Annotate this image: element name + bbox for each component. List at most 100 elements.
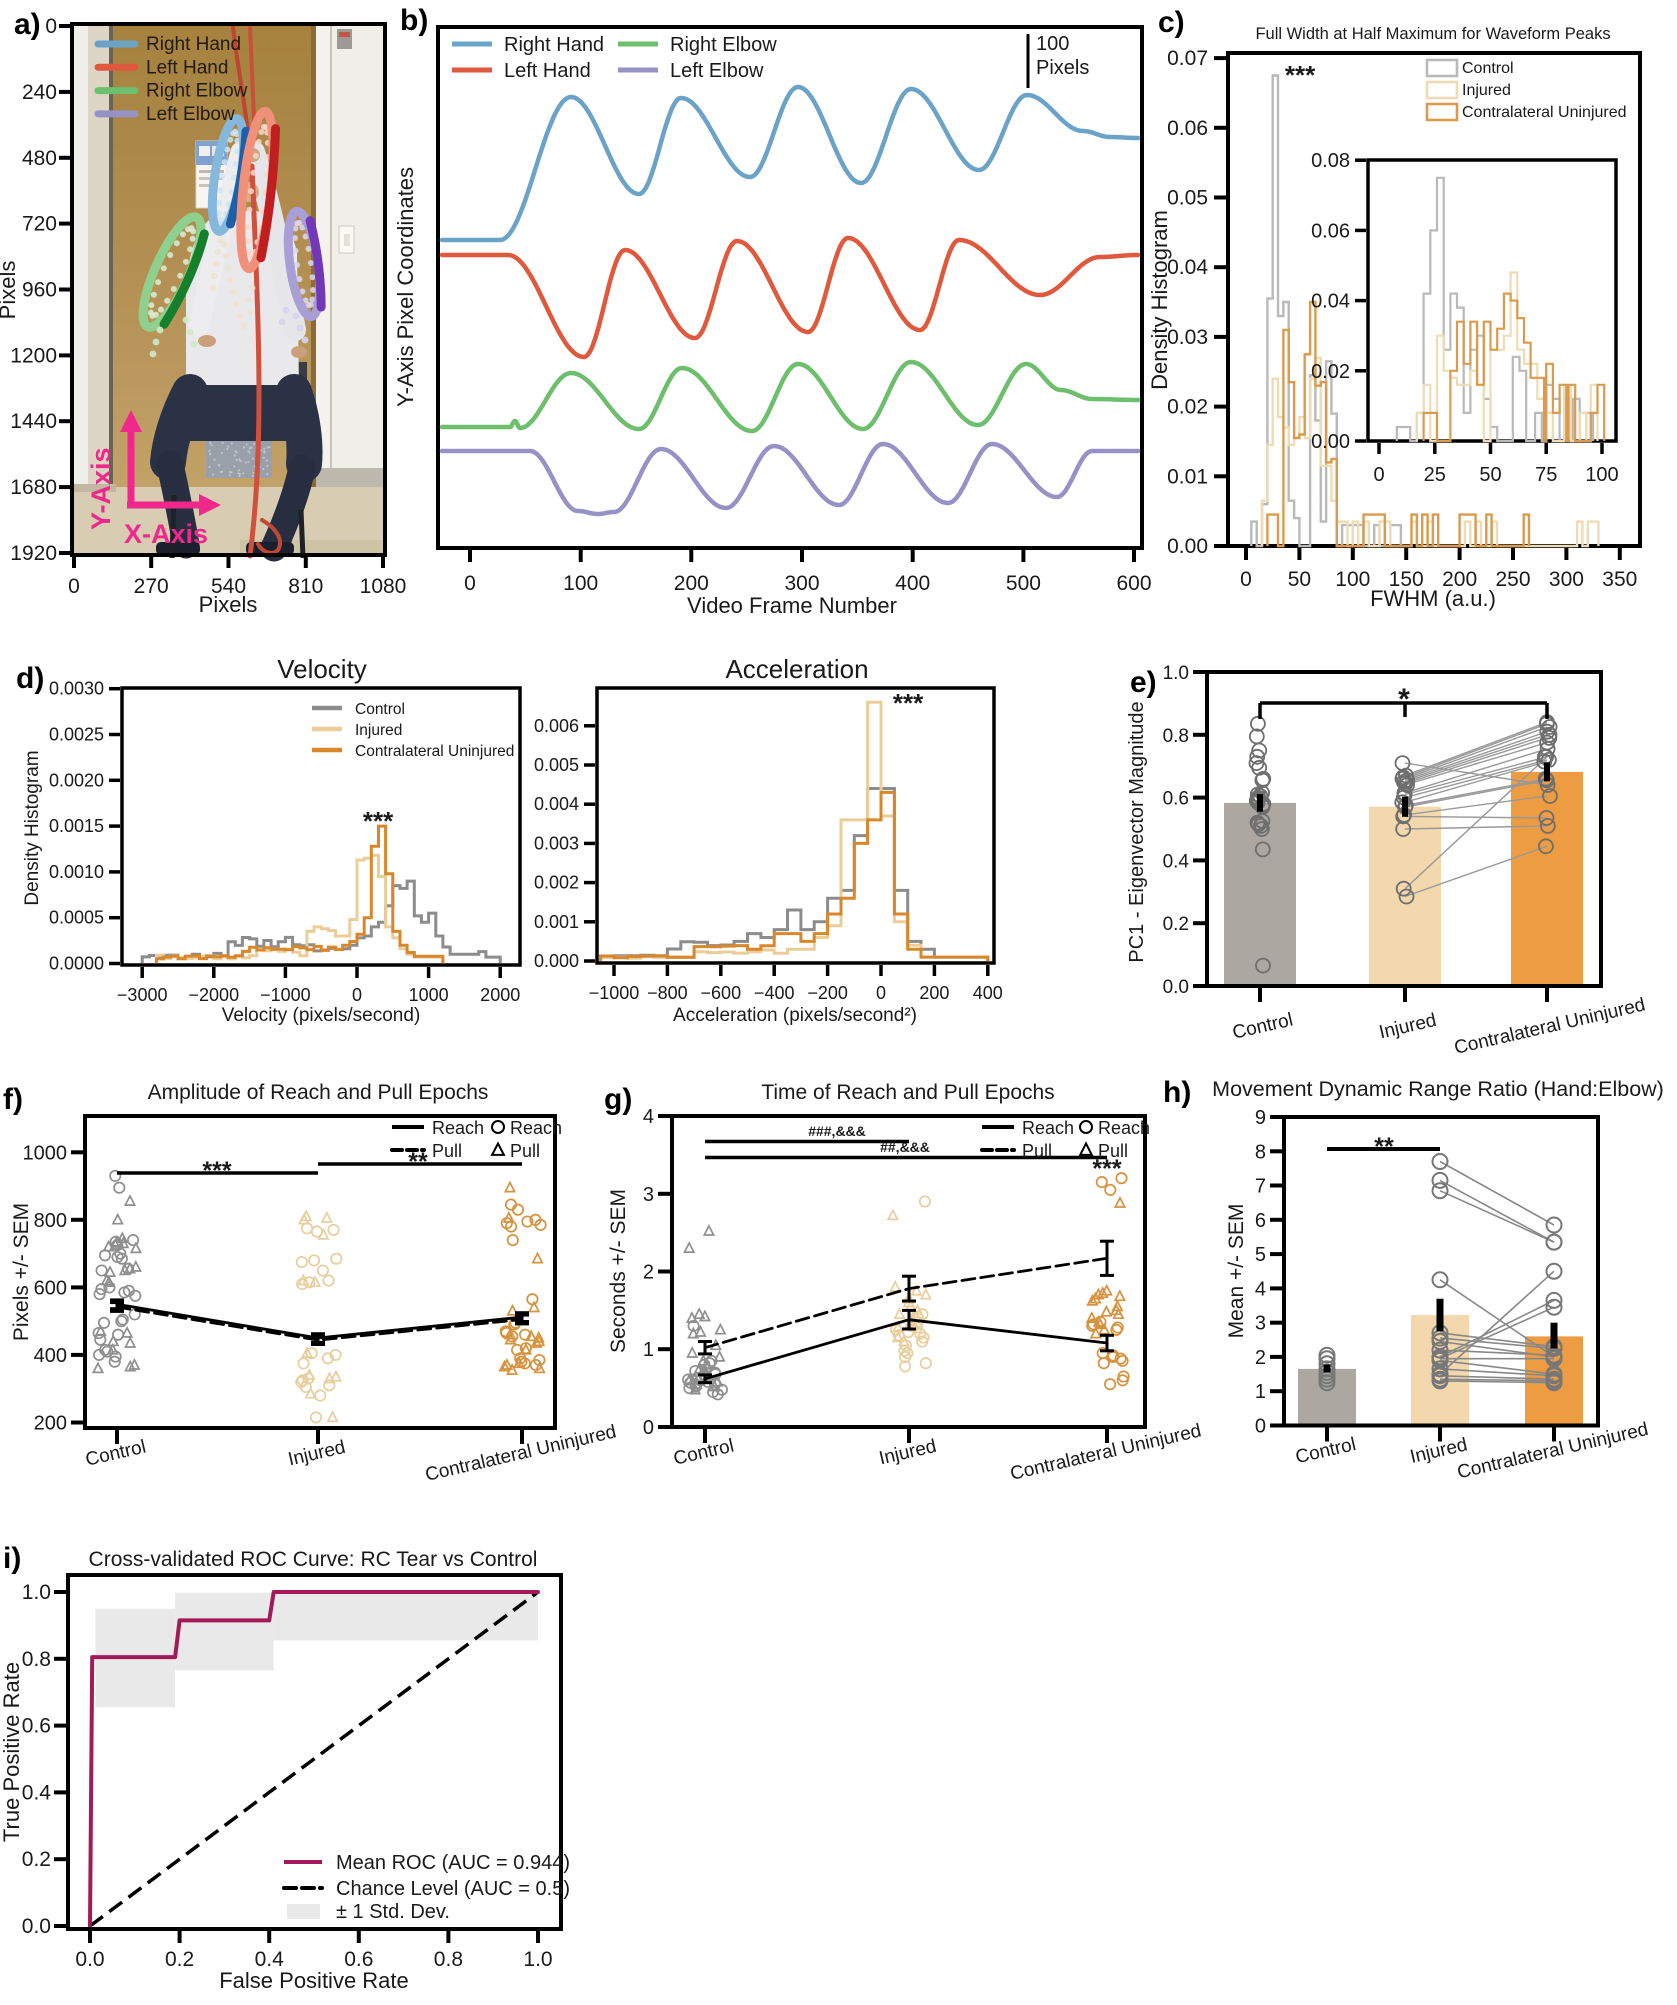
- svg-text:810: 810: [288, 575, 323, 598]
- svg-text:240: 240: [22, 81, 57, 104]
- svg-text:0: 0: [876, 983, 886, 1003]
- svg-text:**: **: [1374, 1133, 1394, 1161]
- svg-text:0.0: 0.0: [22, 1915, 51, 1938]
- svg-text:Reach: Reach: [1022, 1118, 1074, 1138]
- svg-text:0.00: 0.00: [1311, 431, 1350, 453]
- svg-text:2000: 2000: [480, 985, 520, 1005]
- svg-text:Contralateral Uninjured: Contralateral Uninjured: [1462, 104, 1627, 121]
- svg-text:0: 0: [1240, 568, 1252, 591]
- svg-text:300: 300: [784, 572, 819, 595]
- svg-text:1680: 1680: [10, 476, 57, 499]
- svg-text:Injured: Injured: [286, 1437, 347, 1471]
- svg-text:−400: −400: [754, 983, 795, 1003]
- svg-text:7: 7: [1255, 1176, 1266, 1198]
- svg-text:75: 75: [1535, 464, 1557, 486]
- svg-text:Cross-validated ROC Curve: RC: Cross-validated ROC Curve: RC Tear vs Co…: [89, 1548, 538, 1571]
- svg-text:d): d): [16, 662, 44, 695]
- svg-text:g): g): [604, 1083, 632, 1116]
- svg-text:i): i): [3, 1542, 21, 1575]
- svg-text:0.8: 0.8: [22, 1648, 51, 1671]
- svg-text:Chance Level (AUC = 0.5): Chance Level (AUC = 0.5): [336, 1878, 570, 1900]
- svg-text:Injured: Injured: [1462, 82, 1511, 99]
- svg-text:Reach: Reach: [510, 1118, 562, 1138]
- svg-text:Pull: Pull: [1022, 1141, 1052, 1161]
- svg-text:###,&&&: ###,&&&: [808, 1123, 866, 1139]
- svg-text:0.4: 0.4: [255, 1948, 285, 1971]
- svg-text:1: 1: [1255, 1381, 1266, 1403]
- svg-text:1.0: 1.0: [22, 1581, 51, 1604]
- svg-text:−1000: −1000: [260, 985, 311, 1005]
- svg-text:−2000: −2000: [189, 985, 240, 1005]
- svg-text:300: 300: [1549, 568, 1584, 591]
- svg-text:−3000: −3000: [117, 985, 168, 1005]
- svg-text:0: 0: [1255, 1416, 1266, 1438]
- svg-text:Right Elbow: Right Elbow: [670, 34, 777, 56]
- svg-text:500: 500: [1006, 572, 1041, 595]
- svg-text:Control: Control: [1462, 60, 1514, 77]
- svg-text:0.0030: 0.0030: [49, 679, 104, 699]
- svg-text:a): a): [14, 8, 41, 41]
- svg-text:250: 250: [1495, 568, 1530, 591]
- svg-text:***: ***: [1092, 1155, 1121, 1183]
- svg-text:100: 100: [1585, 464, 1618, 486]
- svg-text:0.003: 0.003: [534, 833, 579, 853]
- svg-text:0.4: 0.4: [1163, 851, 1190, 872]
- svg-text:0.0005: 0.0005: [49, 908, 104, 928]
- svg-text:200: 200: [919, 983, 949, 1003]
- svg-text:0.000: 0.000: [534, 951, 579, 971]
- svg-text:0.03: 0.03: [1167, 326, 1208, 349]
- svg-text:3: 3: [643, 1184, 654, 1206]
- svg-text:0.04: 0.04: [1167, 256, 1208, 279]
- svg-text:Contralateral Uninjured: Contralateral Uninjured: [1452, 994, 1647, 1058]
- svg-text:Pull: Pull: [1098, 1141, 1128, 1161]
- svg-text:0.08: 0.08: [1311, 150, 1350, 172]
- svg-text:600: 600: [34, 1277, 67, 1299]
- svg-text:Density Histogram: Density Histogram: [1147, 210, 1172, 390]
- svg-text:PC1 - Eigenvector Magnitude: PC1 - Eigenvector Magnitude: [1126, 701, 1148, 962]
- svg-text:−600: −600: [701, 983, 742, 1003]
- svg-text:720: 720: [22, 213, 57, 236]
- svg-text:350: 350: [1602, 568, 1637, 591]
- svg-text:4: 4: [1255, 1278, 1266, 1300]
- svg-text:0.005: 0.005: [534, 755, 579, 775]
- svg-text:150: 150: [1389, 568, 1424, 591]
- svg-text:0.002: 0.002: [534, 873, 579, 893]
- svg-text:1000: 1000: [23, 1142, 68, 1164]
- svg-text:True Positive Rate: True Positive Rate: [0, 1662, 24, 1842]
- svg-text:**: **: [408, 1148, 428, 1176]
- svg-text:0.0010: 0.0010: [49, 862, 104, 882]
- svg-text:Full Width at Half Maximum for: Full Width at Half Maximum for Waveform …: [1255, 25, 1610, 43]
- svg-text:Density Histogram: Density Histogram: [22, 750, 43, 905]
- svg-text:1.0: 1.0: [1163, 663, 1189, 684]
- svg-text:600: 600: [1116, 572, 1151, 595]
- svg-text:Right Elbow: Right Elbow: [146, 81, 248, 102]
- svg-text:Left Elbow: Left Elbow: [146, 104, 235, 125]
- svg-text:0.6: 0.6: [344, 1948, 373, 1971]
- svg-text:Right Hand: Right Hand: [504, 34, 604, 56]
- svg-text:400: 400: [895, 572, 930, 595]
- svg-text:0.2: 0.2: [165, 1948, 194, 1971]
- svg-text:± 1 Std. Dev.: ± 1 Std. Dev.: [336, 1901, 450, 1923]
- svg-text:Pixels: Pixels: [1036, 57, 1089, 79]
- svg-text:3: 3: [1255, 1313, 1266, 1335]
- svg-text:200: 200: [674, 572, 709, 595]
- svg-text:Injured: Injured: [877, 1436, 938, 1470]
- svg-text:0.0020: 0.0020: [49, 770, 104, 790]
- svg-text:0.004: 0.004: [534, 794, 579, 814]
- svg-text:0.8: 0.8: [1163, 726, 1189, 747]
- svg-text:50: 50: [1288, 568, 1311, 591]
- svg-text:Left Hand: Left Hand: [504, 60, 591, 82]
- svg-text:0.0000: 0.0000: [49, 954, 104, 974]
- svg-text:270: 270: [134, 575, 169, 598]
- svg-text:−1000: −1000: [589, 983, 640, 1003]
- svg-text:Velocity: Velocity: [277, 654, 367, 684]
- svg-text:0.00: 0.00: [1167, 535, 1208, 558]
- svg-text:0.01: 0.01: [1167, 465, 1208, 488]
- svg-text:Mean ROC (AUC = 0.944): Mean ROC (AUC = 0.944): [336, 1852, 570, 1874]
- svg-text:Y-Axis Pixel Coordinates: Y-Axis Pixel Coordinates: [393, 167, 418, 407]
- svg-text:0: 0: [68, 575, 80, 598]
- svg-text:0.6: 0.6: [1163, 789, 1189, 810]
- svg-text:100: 100: [1036, 33, 1069, 55]
- svg-text:−800: −800: [647, 983, 688, 1003]
- svg-text:400: 400: [34, 1345, 67, 1367]
